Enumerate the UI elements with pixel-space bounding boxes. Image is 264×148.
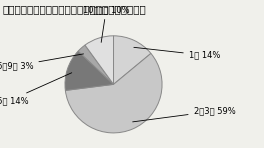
Wedge shape [65,51,114,90]
Wedge shape [78,45,114,84]
Wedge shape [85,36,114,84]
Text: 図２　他医入院中患者の外来受診の頻度（１年間）: 図２ 他医入院中患者の外来受診の頻度（１年間） [3,4,147,15]
Text: 10件以上 10%: 10件以上 10% [83,5,130,42]
Text: 2～3件 59%: 2～3件 59% [133,107,235,122]
Text: 1件 14%: 1件 14% [134,47,220,60]
Wedge shape [65,53,162,133]
Text: 4～5件 14%: 4～5件 14% [0,73,72,106]
Text: 6～9件 3%: 6～9件 3% [0,54,83,70]
Wedge shape [114,36,151,84]
